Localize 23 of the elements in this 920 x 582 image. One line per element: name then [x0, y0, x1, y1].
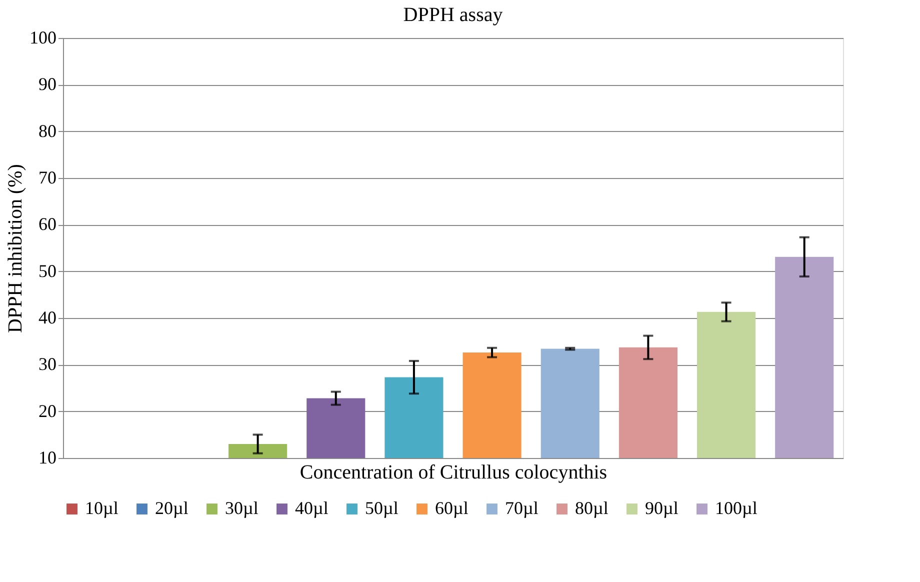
legend-label: 60µl [435, 498, 468, 518]
y-tick-label: 10 [38, 448, 56, 468]
y-axis-title: DPPH inhibition (%) [4, 164, 26, 333]
legend-label: 20µl [155, 498, 188, 518]
legend-label: 100µl [715, 498, 758, 518]
x-axis-title: Concentration of Citrullus colocynthis [300, 462, 608, 484]
y-tick-label: 90 [38, 74, 56, 94]
y-tick-label: 80 [38, 120, 56, 141]
chart-title: DPPH assay [403, 4, 503, 26]
legend-label: 50µl [365, 498, 398, 518]
legend-label: 90µl [645, 498, 678, 518]
legend-label: 80µl [575, 498, 608, 518]
y-tick-label: 70 [38, 168, 56, 188]
legend-label: 40µl [295, 498, 328, 518]
legend-label: 70µl [505, 498, 538, 518]
y-tick-label: 20 [38, 400, 56, 421]
y-tick-label: 50 [38, 260, 56, 281]
legend-label: 30µl [225, 498, 258, 518]
legend-label: 10µl [85, 498, 118, 518]
y-tick-label: 40 [38, 308, 56, 328]
y-tick-label: 60 [38, 214, 56, 234]
y-tick-label: 30 [38, 354, 56, 374]
y-tick-label: 100 [30, 28, 56, 48]
